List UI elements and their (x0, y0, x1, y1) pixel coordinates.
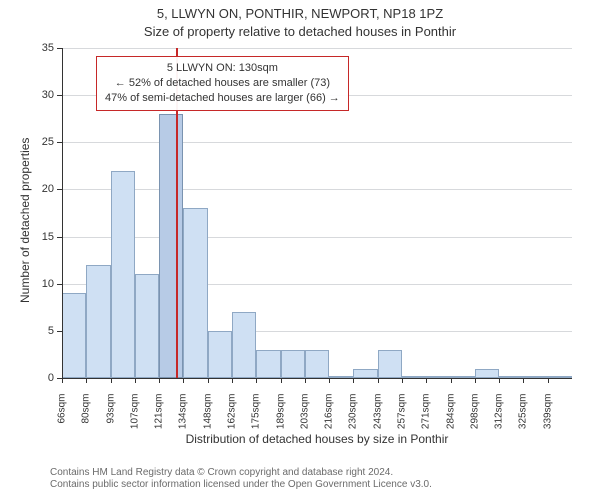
gridline (62, 142, 572, 143)
gridline (62, 189, 572, 190)
y-tick-label: 5 (32, 325, 54, 337)
y-tick-label: 10 (32, 278, 54, 290)
histogram-bar (111, 171, 135, 378)
histogram-bar (86, 265, 110, 378)
histogram-bar (281, 350, 305, 378)
footer-attribution-1: Contains HM Land Registry data © Crown c… (50, 467, 393, 478)
legend-line1: 5 LLWYN ON: 130sqm (105, 61, 340, 76)
legend-line2: ← 52% of detached houses are smaller (73… (105, 76, 340, 91)
histogram-bar (62, 293, 86, 378)
gridline (62, 237, 572, 238)
footer-attribution-2: Contains public sector information licen… (50, 479, 432, 490)
histogram-bar (353, 369, 377, 378)
legend-line3: 47% of semi-detached houses are larger (… (105, 91, 340, 106)
y-tick-label: 35 (32, 42, 54, 54)
page-title-subtitle: Size of property relative to detached ho… (0, 24, 600, 39)
histogram-bar (475, 369, 499, 378)
gridline (62, 48, 572, 49)
y-axis-label: Number of detached properties (18, 138, 32, 303)
histogram-bar (208, 331, 232, 378)
histogram-bar (159, 114, 183, 378)
histogram-bar (378, 350, 402, 378)
y-tick-label: 25 (32, 136, 54, 148)
page-title-address: 5, LLWYN ON, PONTHIR, NEWPORT, NP18 1PZ (0, 6, 600, 21)
y-tick-label: 20 (32, 183, 54, 195)
y-tick-label: 15 (32, 231, 54, 243)
y-tick-label: 30 (32, 89, 54, 101)
y-tick-label: 0 (32, 372, 54, 384)
x-axis-label: Distribution of detached houses by size … (62, 432, 572, 446)
histogram-bar (232, 312, 256, 378)
histogram-bar (183, 208, 207, 378)
histogram-bar (256, 350, 280, 378)
histogram-bar (305, 350, 329, 378)
subject-property-legend: 5 LLWYN ON: 130sqm ← 52% of detached hou… (96, 56, 349, 111)
histogram-bar (135, 274, 159, 378)
